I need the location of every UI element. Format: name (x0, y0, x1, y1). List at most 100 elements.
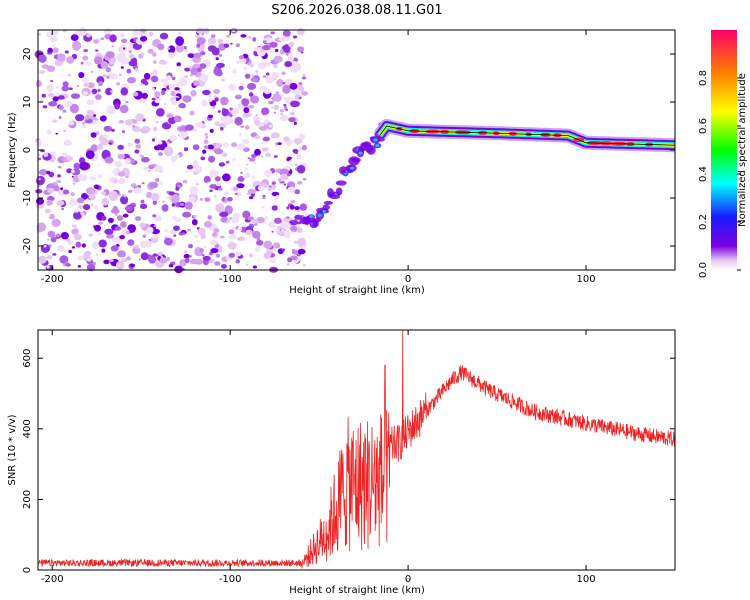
noise-speckle (184, 75, 189, 78)
noise-speckle (267, 187, 272, 192)
noise-speckle (288, 117, 296, 123)
noise-speckle (195, 27, 205, 34)
noise-speckle (81, 243, 87, 248)
noise-speckle (205, 136, 209, 139)
noise-speckle (120, 221, 127, 228)
noise-speckle (233, 186, 238, 192)
noise-speckle (46, 255, 53, 260)
noise-speckle (286, 206, 290, 210)
noise-speckle (241, 98, 250, 106)
noise-speckle (93, 225, 97, 228)
noise-speckle (52, 47, 59, 54)
noise-speckle (163, 249, 167, 252)
noise-speckle (106, 233, 114, 239)
noise-speckle (57, 53, 66, 62)
noise-speckle (283, 104, 287, 107)
noise-speckle (95, 253, 99, 257)
noise-speckle (68, 249, 72, 254)
noise-speckle (143, 166, 149, 171)
noise-speckle (134, 149, 140, 154)
noise-speckle (114, 103, 121, 110)
noise-speckle (55, 132, 59, 135)
noise-speckle (248, 104, 255, 109)
noise-speckle (135, 113, 145, 122)
noise-speckle (253, 47, 262, 52)
noise-speckle (140, 78, 147, 85)
noise-speckle (209, 184, 217, 189)
noise-speckle (46, 84, 54, 93)
noise-speckle (86, 99, 95, 106)
noise-speckle (193, 129, 196, 132)
noise-speckle (262, 137, 268, 142)
noise-speckle (47, 230, 56, 238)
noise-speckle (218, 162, 226, 167)
noise-speckle (101, 248, 106, 253)
noise-speckle (215, 70, 223, 77)
noise-speckle (268, 100, 274, 105)
noise-speckle (56, 200, 65, 206)
noise-speckle (106, 75, 110, 79)
noise-speckle (215, 57, 219, 61)
noise-speckle (98, 221, 104, 225)
noise-speckle (58, 116, 62, 119)
noise-speckle (280, 173, 290, 180)
noise-speckle (222, 152, 228, 157)
noise-speckle (122, 98, 127, 102)
noise-speckle (171, 99, 177, 106)
noise-speckle (261, 107, 270, 115)
noise-speckle (140, 252, 149, 261)
noise-speckle (255, 72, 259, 75)
noise-speckle (171, 194, 180, 203)
noise-speckle (234, 116, 243, 126)
noise-speckle (184, 124, 194, 131)
noise-speckle (57, 180, 61, 183)
noise-speckle (170, 90, 176, 97)
noise-speckle (65, 263, 71, 267)
noise-speckle (216, 253, 220, 258)
noise-speckle (200, 156, 206, 161)
noise-speckle (301, 91, 309, 96)
noise-speckle (82, 124, 87, 129)
noise-speckle (94, 205, 99, 210)
noise-speckle (49, 213, 55, 220)
noise-speckle (209, 169, 219, 178)
noise-speckle (173, 115, 182, 123)
noise-speckle (242, 111, 252, 118)
noise-speckle (252, 265, 257, 269)
noise-speckle (100, 138, 109, 146)
noise-speckle (281, 71, 286, 75)
noise-speckle (178, 89, 181, 92)
noise-speckle (296, 164, 306, 174)
noise-speckle (108, 142, 112, 145)
noise-speckle (134, 216, 142, 221)
noise-speckle (278, 36, 287, 42)
noise-speckle (168, 264, 174, 268)
noise-speckle (302, 76, 306, 80)
noise-speckle (69, 198, 78, 206)
noise-speckle (269, 41, 278, 48)
noise-speckle (63, 129, 67, 132)
noise-speckle (254, 148, 261, 156)
noise-speckle (36, 139, 42, 145)
noise-speckle (217, 110, 221, 113)
noise-speckle (73, 211, 82, 220)
noise-speckle (120, 87, 129, 96)
noise-speckle (187, 53, 195, 58)
noise-speckle (178, 32, 182, 35)
noise-speckle (251, 230, 261, 239)
noise-speckle (94, 118, 99, 121)
y-tick-label: -10 (22, 190, 33, 206)
noise-speckle (124, 205, 134, 212)
noise-speckle (279, 109, 284, 113)
noise-speckle (219, 211, 229, 218)
noise-speckle (71, 169, 75, 174)
noise-speckle (184, 67, 191, 72)
noise-speckle (161, 90, 166, 96)
ridge-core (358, 151, 363, 155)
noise-speckle (276, 230, 284, 236)
noise-speckle (47, 187, 55, 193)
colorbar-ticks: 0.0 0.2 0.4 0.6 0.8 (698, 70, 741, 278)
noise-speckle (139, 154, 144, 158)
noise-speckle (204, 133, 208, 136)
noise-speckle (72, 182, 76, 185)
